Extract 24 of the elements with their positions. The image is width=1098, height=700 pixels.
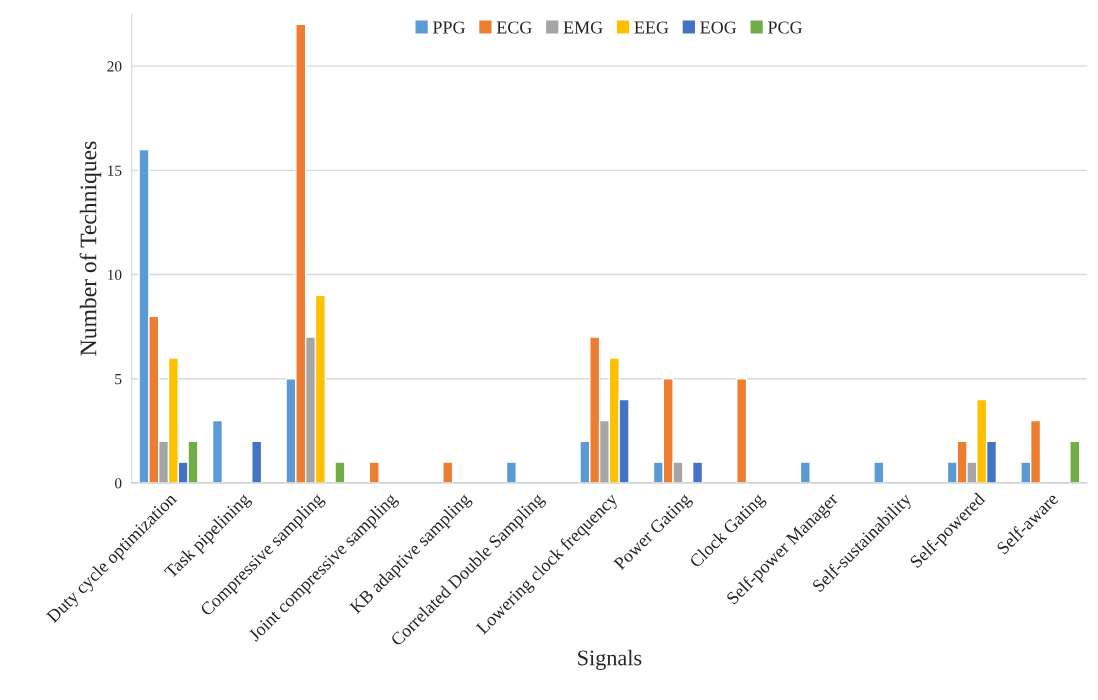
legend-label: PPG xyxy=(432,21,465,34)
legend-label: EMG xyxy=(563,21,603,34)
bar xyxy=(334,461,346,483)
bar xyxy=(691,461,704,483)
legend-label: EEG xyxy=(634,21,669,34)
y-tick-label: 0 xyxy=(114,478,122,489)
bar xyxy=(211,419,224,483)
bar xyxy=(873,461,885,483)
legend-label: ECG xyxy=(496,21,532,34)
y-tick-label: 15 xyxy=(108,165,122,176)
bar xyxy=(736,378,748,483)
legend-label: EOG xyxy=(700,21,737,34)
bar xyxy=(251,440,263,483)
bar xyxy=(799,461,811,483)
bar xyxy=(505,461,518,483)
y-tick-label: 5 xyxy=(115,374,122,385)
y-axis-title: Number of Techniques xyxy=(79,141,102,356)
bar xyxy=(442,461,454,483)
legend-label: PCG xyxy=(767,21,803,34)
bar xyxy=(1069,440,1081,483)
bar xyxy=(368,461,380,483)
y-tick-label: 20 xyxy=(107,61,122,72)
y-tick-label: 10 xyxy=(108,269,122,281)
x-axis-title: Signals xyxy=(578,649,642,670)
